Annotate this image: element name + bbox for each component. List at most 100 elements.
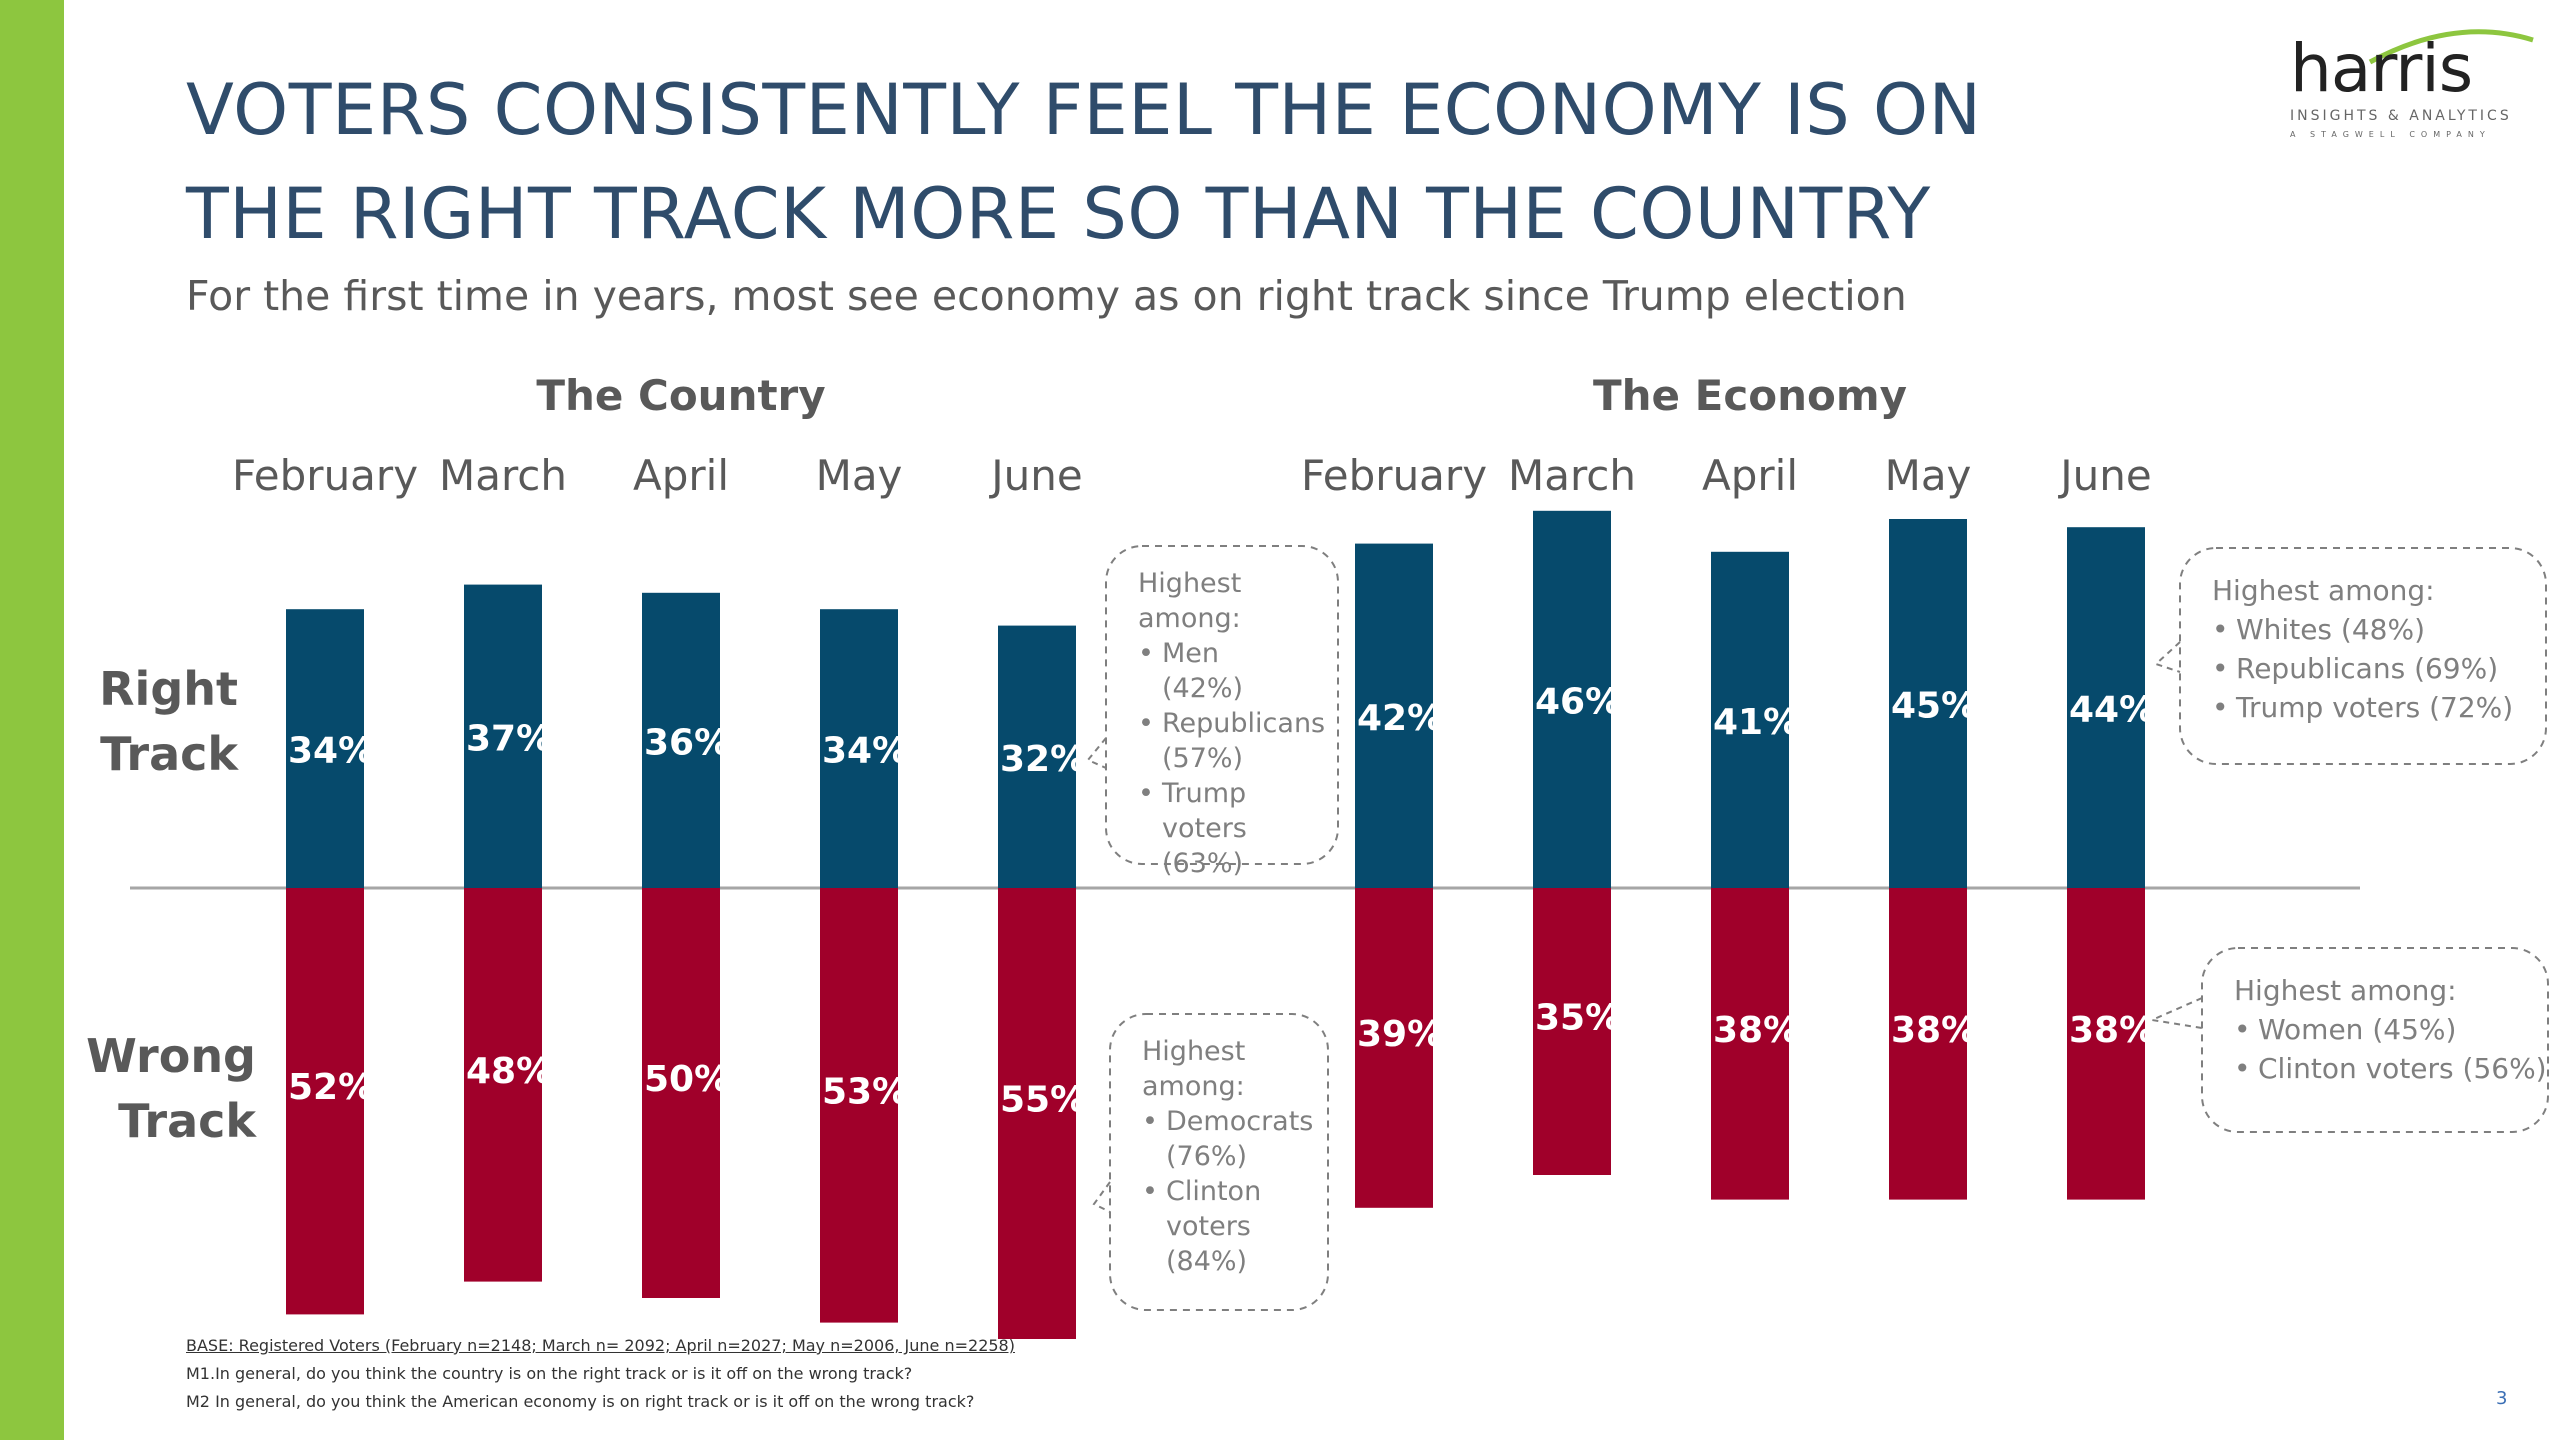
wrong-track-bar [464,888,542,1282]
right-track-bar [642,592,720,888]
right-track-bar [464,584,542,888]
right-track-bar [286,609,364,888]
right-track-data-label: 37% [466,718,552,759]
callout-pointer [2154,641,2181,673]
right-track-bar [1355,543,1433,888]
right-track-bar [998,625,1076,888]
callout-pointer [1086,737,1107,769]
logo-company: A STAGWELL COMPANY [2290,130,2491,139]
callout-item: Clinton voters (56%) [2258,1052,2547,1085]
callout-bullet: • [1142,1176,1158,1207]
right-track-bar [1711,551,1789,888]
month-label: June [988,451,1082,500]
wrong-track-bar [642,888,720,1298]
page-subtitle: For the first time in years, most see ec… [186,272,1907,320]
wrong-track-data-label: 39% [1357,1014,1443,1055]
wrong-track-bar [2067,888,2145,1200]
harris-logo: harris INSIGHTS & ANALYTICS A STAGWELL C… [2285,18,2535,148]
callout-item: (63%) [1162,848,1243,879]
right-track-data-label: 34% [288,731,374,772]
page-title: VOTERS CONSISTENTLY FEEL THE ECONOMY IS … [186,69,1982,255]
callout-item: Trump [1161,778,1246,809]
logo-tagline: INSIGHTS & ANALYTICS [2290,108,2512,124]
callout-box [1105,545,1339,865]
group-title: The Country [536,371,825,420]
wrong-track-data-label: 48% [466,1051,552,1092]
right-track-data-label: 44% [2069,690,2155,731]
logo-word: harris [2290,30,2473,107]
right-track-data-label: 32% [1000,739,1086,780]
callout-bullet: • [1138,708,1154,739]
callout-heading: Highest [1142,1036,1245,1067]
page-number: 3 [2496,1388,2508,1409]
callout-heading: Highest among: [2212,574,2435,607]
row-label-wrong: Wrong [86,1029,256,1083]
wrong-track-bar [1711,888,1789,1200]
wrong-track-bar [998,888,1076,1339]
callout-heading: among: [1142,1071,1245,1102]
wrong-track-data-label: 38% [1891,1010,1977,1051]
group-title: The Economy [1593,371,1907,420]
right-track-data-label: 41% [1713,702,1799,743]
wrong-track-data-label: 38% [1713,1010,1799,1051]
wrong-track-data-label: 50% [644,1059,730,1100]
footnote-m1: M1.In general, do you think the country … [186,1364,913,1383]
callout-bullet: • [2212,613,2229,646]
right-track-data-label: 46% [1535,681,1621,722]
callout-bullet: • [1142,1106,1158,1137]
callout-bullet: • [2212,691,2229,724]
callout-heading: among: [1138,603,1241,634]
wrong-track-data-label: 38% [2069,1010,2155,1051]
row-label-wrong: Track [118,1094,257,1148]
callout-box [2201,947,2549,1133]
right-track-bar [820,609,898,888]
callout-bullet: • [2234,1052,2251,1085]
callout-item: (76%) [1166,1141,1247,1172]
wrong-track-data-label: 52% [288,1067,374,1108]
callout-item: Republicans [1162,708,1325,739]
callout-item: Republicans (69%) [2236,652,2498,685]
callout-heading: Highest [1138,568,1241,599]
wrong-track-bar [286,888,364,1315]
wrong-track-bar [1533,888,1611,1175]
month-label: April [1702,451,1798,500]
wrong-track-bar [820,888,898,1323]
month-label: May [1885,451,1972,500]
right-track-bar [2067,527,2145,888]
month-label: February [232,451,418,500]
callout-box [2179,547,2547,765]
footnote-m2: M2 In general, do you think the American… [186,1392,975,1411]
callout-bullet: • [2212,652,2229,685]
callout-item: (84%) [1166,1246,1247,1277]
month-label: April [633,451,729,500]
row-label-right: Right [99,662,238,716]
callout-item: voters [1166,1211,1251,1242]
callout-item: (57%) [1162,743,1243,774]
month-label: May [816,451,903,500]
callout-pointer [2148,997,2203,1029]
right-track-data-label: 36% [644,722,730,763]
right-track-data-label: 45% [1891,686,1977,727]
callout-item: Clinton [1166,1176,1261,1207]
callout-item: Democrats [1166,1106,1313,1137]
wrong-track-bar [1355,888,1433,1208]
right-track-data-label: 42% [1357,698,1443,739]
logo-swoosh-icon [2368,29,2534,65]
callout-heading: Highest among: [2234,974,2457,1007]
month-label: March [439,451,567,500]
callout-bullet: • [1138,778,1154,809]
right-track-bar [1533,510,1611,888]
month-label: June [2057,451,2151,500]
right-track-data-label: 34% [822,731,908,772]
callout-item: Whites (48%) [2236,613,2425,646]
month-label: March [1508,451,1636,500]
callout-item: voters [1162,813,1247,844]
callout-item: Women (45%) [2258,1013,2456,1046]
row-label-right: Track [100,727,239,781]
callout-item: (42%) [1162,673,1243,704]
callout-bullet: • [2234,1013,2251,1046]
callout-bullet: • [1138,638,1154,669]
callout-item: Trump voters (72%) [2235,691,2513,724]
right-track-bar [1889,519,1967,888]
